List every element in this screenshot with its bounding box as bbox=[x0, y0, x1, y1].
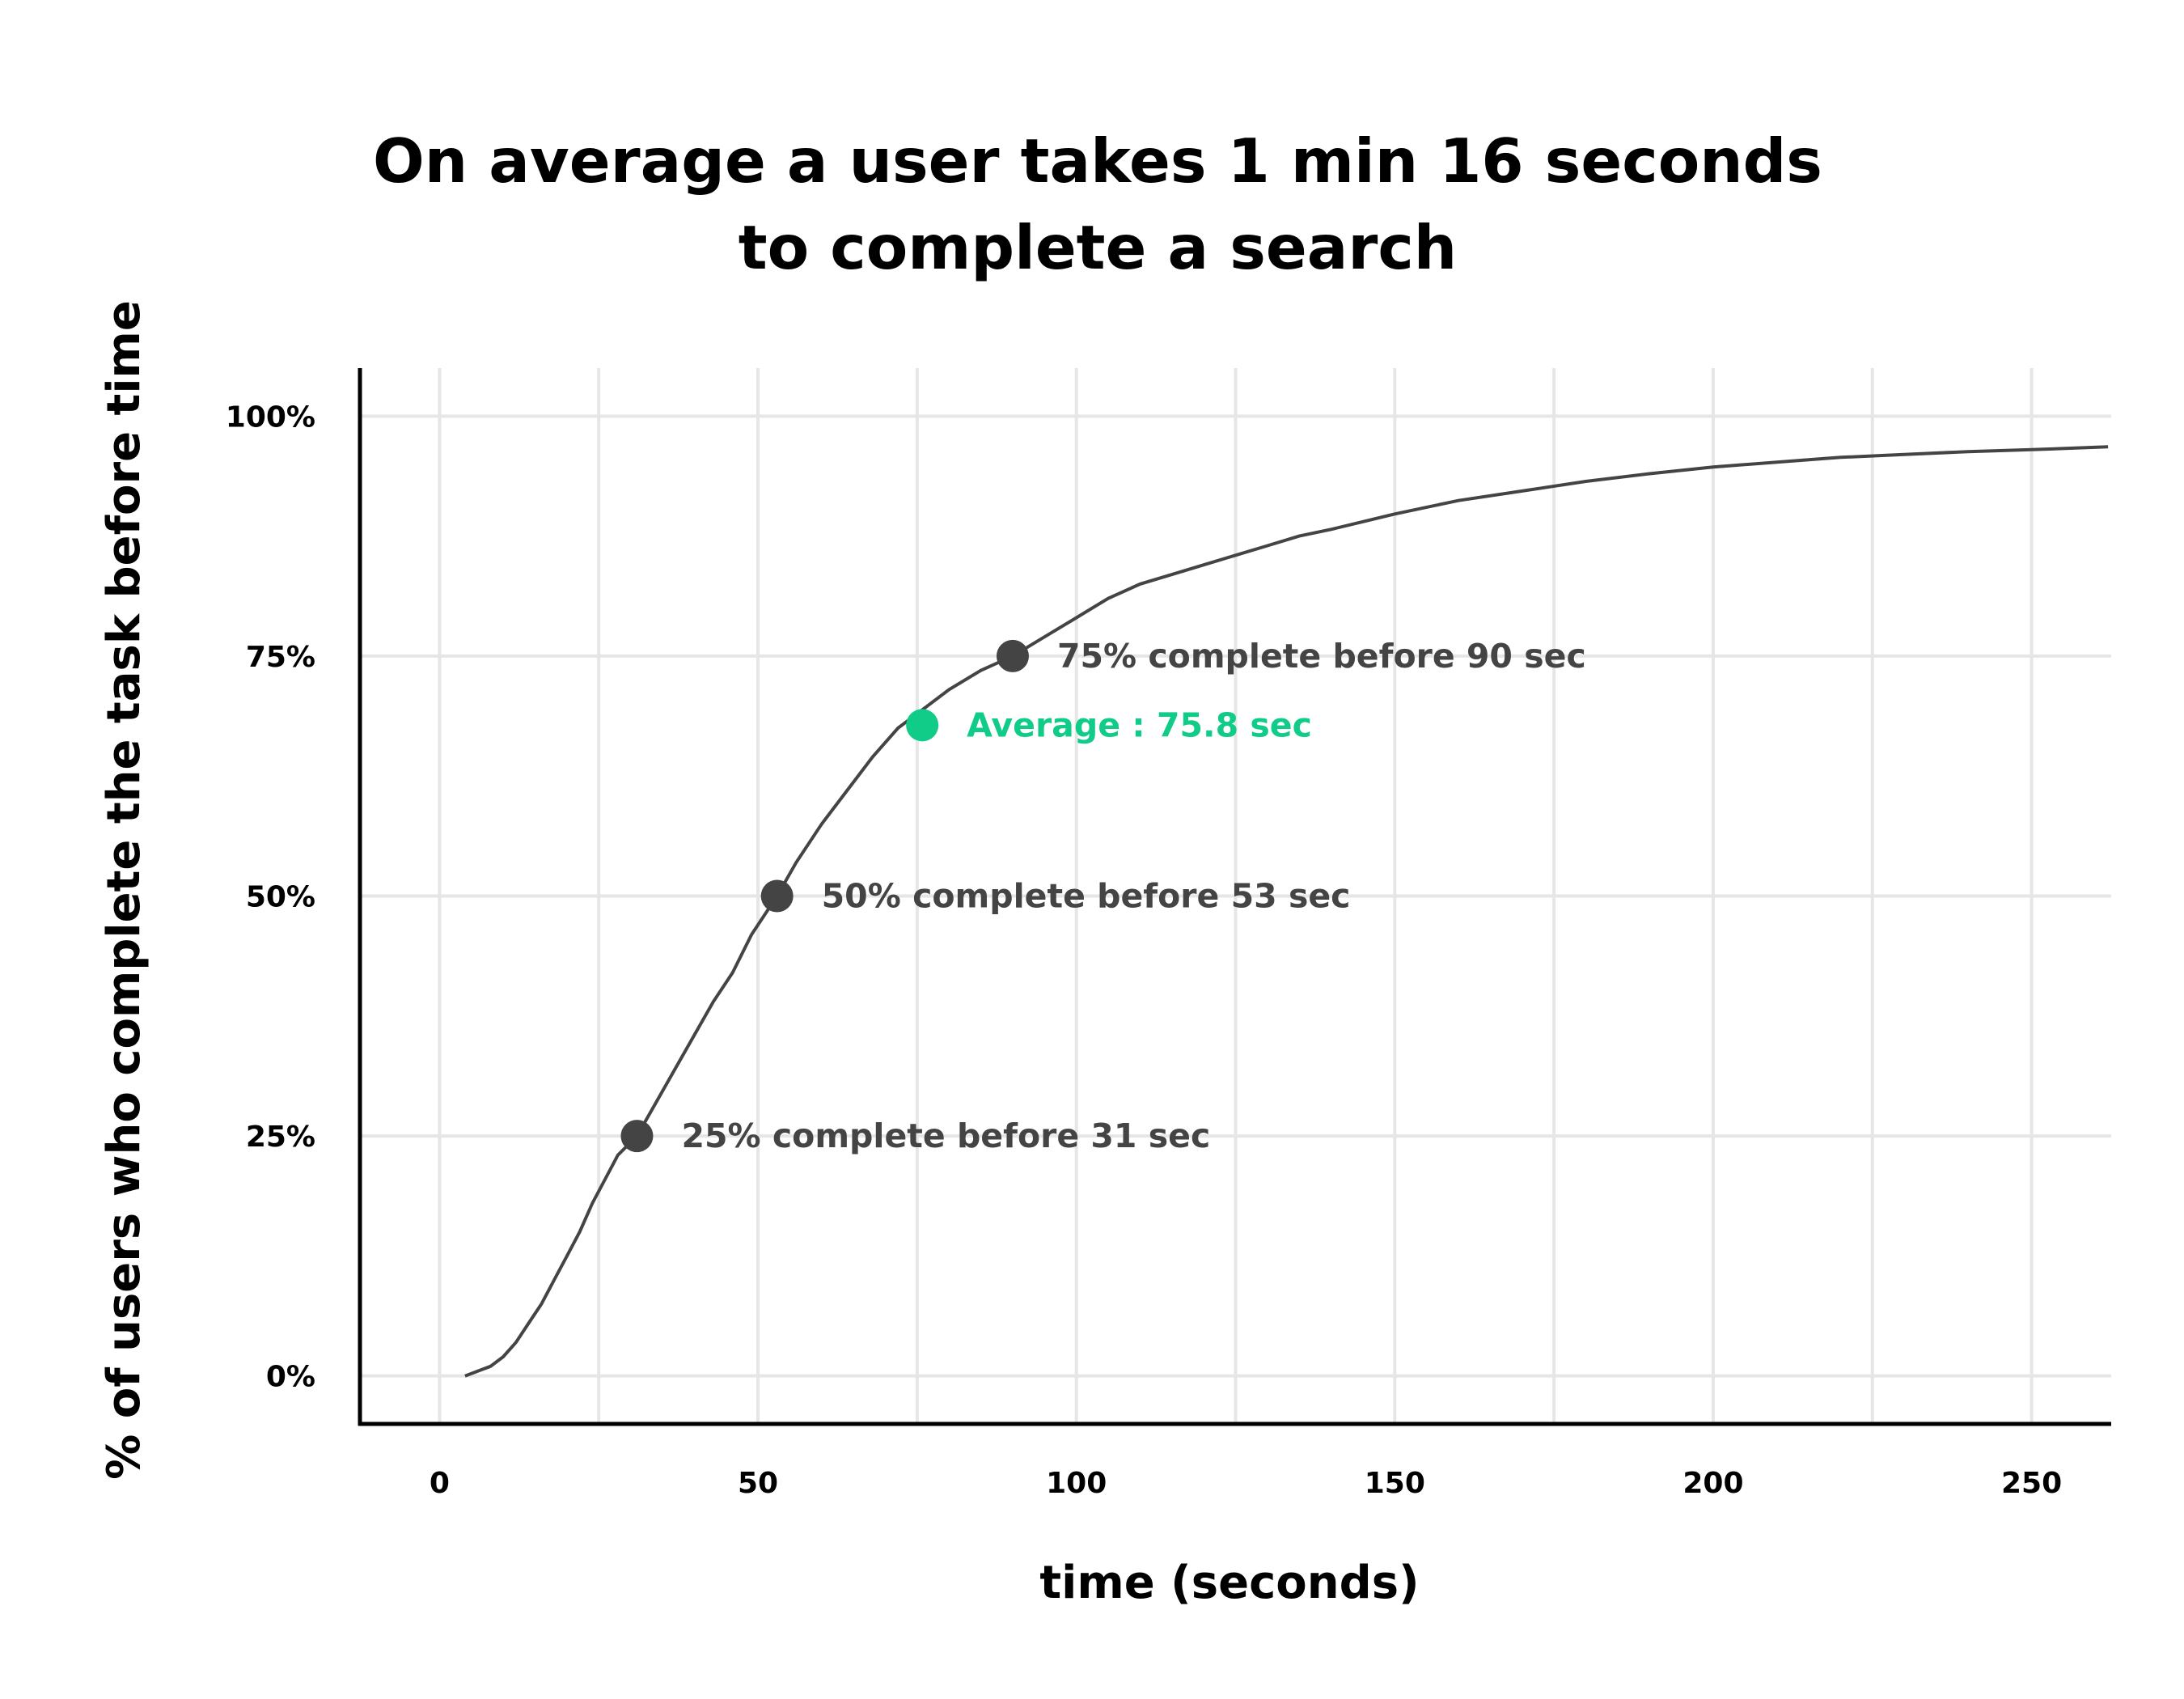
annotation-label: 50% complete before 53 sec bbox=[822, 877, 1351, 916]
axes bbox=[358, 368, 2111, 1426]
annotation-point bbox=[996, 639, 1029, 672]
x-tick-label: 0 bbox=[430, 1467, 450, 1500]
x-tick-label: 200 bbox=[1682, 1467, 1743, 1500]
grid bbox=[360, 368, 2111, 1424]
annotation-point bbox=[760, 879, 794, 913]
y-tick-label: 100% bbox=[226, 400, 315, 434]
annotation-point bbox=[620, 1120, 654, 1153]
chart-title: On average a user takes 1 min 16 seconds bbox=[373, 125, 1822, 197]
y-tick-label: 50% bbox=[246, 881, 315, 914]
annotation-point bbox=[906, 709, 939, 742]
y-tick-label: 75% bbox=[246, 641, 315, 674]
series-line bbox=[464, 445, 2109, 1378]
x-tick-label: 150 bbox=[1365, 1467, 1425, 1500]
annotation-label: 75% complete before 90 sec bbox=[1057, 637, 1586, 676]
annotations: 25% complete before 31 sec 50% complete b… bbox=[620, 637, 1586, 1155]
x-axis-label: time (seconds) bbox=[1039, 1557, 1419, 1609]
x-tick-label: 100 bbox=[1046, 1467, 1107, 1500]
y-tick-label: 0% bbox=[266, 1361, 315, 1394]
annotation-label: Average : 75.8 sec bbox=[967, 705, 1312, 744]
x-tick-label: 50 bbox=[738, 1467, 778, 1500]
annotation-label: 25% complete before 31 sec bbox=[681, 1116, 1210, 1155]
labels: 0 50 100 150 200 250 0% 25% 50% 75% 100% On average… bbox=[98, 125, 2062, 1609]
y-tick-label: 25% bbox=[246, 1121, 315, 1154]
chart-title: to complete a search bbox=[739, 212, 1457, 283]
y-axis-label: % of users who complete the task before … bbox=[98, 300, 150, 1480]
series bbox=[464, 445, 2109, 1378]
x-tick-label: 250 bbox=[2001, 1467, 2062, 1500]
